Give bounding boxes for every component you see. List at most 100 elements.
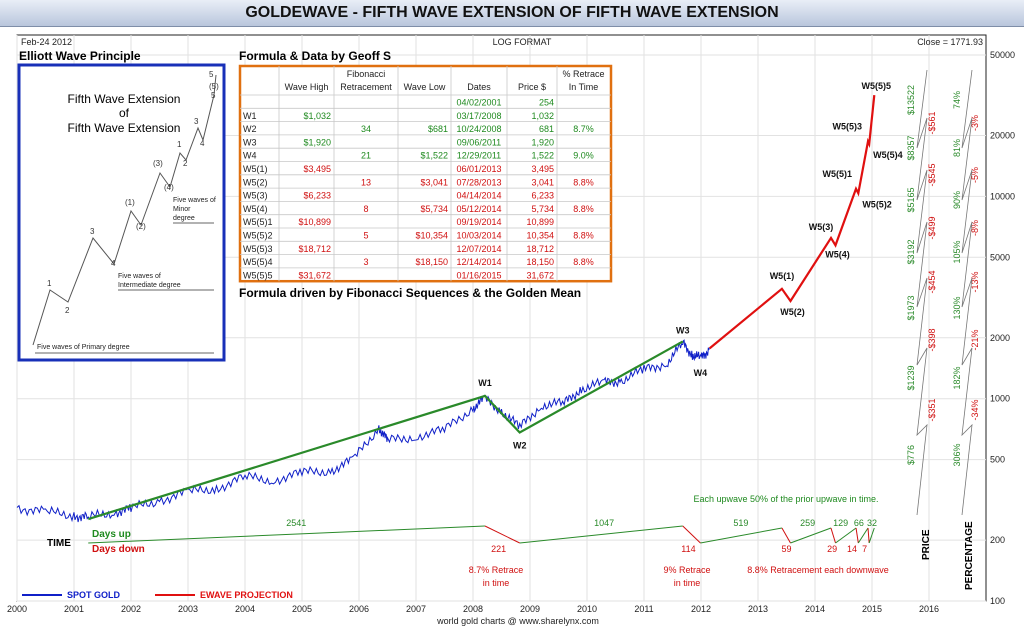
table-cell: 8.8%: [573, 257, 594, 267]
table-cell: $5,734: [420, 204, 448, 214]
percentage-down-value: -8%: [970, 220, 980, 236]
days-up-segment: [700, 527, 783, 544]
price-up-value: $13522: [906, 85, 916, 115]
days-down-segment: [484, 525, 520, 544]
retrace-w2-line1: 8.7% Retrace: [469, 565, 524, 575]
wave-label: W3: [676, 325, 690, 335]
x-tick-label: 2008: [463, 604, 483, 614]
inset-heading: Elliott Wave Principle: [19, 49, 141, 63]
table-cell: 18,712: [526, 244, 554, 254]
days-up-value: 129: [833, 518, 848, 528]
ewave-projection-line: [708, 94, 876, 350]
legend: SPOT GOLD EWAVE PROJECTION: [22, 590, 293, 600]
table-cell: 254: [539, 98, 554, 108]
table-cell: 6,233: [531, 191, 554, 201]
price-up-value: $5165: [906, 187, 916, 212]
y-tick-label: 10000: [990, 191, 1015, 201]
table-header: In Time: [569, 82, 599, 92]
inset-label-m1: 1: [177, 140, 182, 149]
table-cell: $1,920: [303, 137, 331, 147]
wave-label: W5(3): [809, 222, 834, 232]
table-cell: W5(4): [243, 204, 268, 214]
table-cell: 04/02/2001: [456, 98, 501, 108]
inset-label-m5: 5: [211, 91, 216, 100]
wave-label: W5(2): [780, 307, 805, 317]
table-cell: W5(5)5: [243, 270, 273, 280]
x-tick-label: 2005: [292, 604, 312, 614]
days-up-segment: [519, 525, 683, 544]
y-tick-label: 200: [990, 535, 1005, 545]
table-cell: 3,495: [531, 164, 554, 174]
y-tick-label: 20000: [990, 131, 1015, 141]
footer-credit: world gold charts @ www.sharelynx.com: [436, 616, 599, 626]
days-down-segment: [781, 527, 791, 544]
inset-title-3: Fifth Wave Extension: [68, 121, 181, 135]
x-tick-label: 2014: [805, 604, 825, 614]
percentage-down-value: -5%: [970, 167, 980, 183]
days-down-value: 7: [862, 544, 867, 554]
close-value: Close = 1771.93: [917, 37, 983, 47]
table-cell: 1,032: [531, 111, 554, 121]
days-down-value: 59: [781, 544, 791, 554]
x-tick-label: 2000: [7, 604, 27, 614]
x-tick-label: 2006: [349, 604, 369, 614]
x-tick-label: 2007: [406, 604, 426, 614]
table-cell: $18,150: [415, 257, 448, 267]
x-tick-label: 2001: [64, 604, 84, 614]
table-footer: Formula driven by Fibonacci Sequences & …: [239, 286, 581, 300]
table-border: [238, 64, 613, 283]
wave-label: W5(5)4: [873, 150, 903, 160]
table-cell: W1: [243, 111, 257, 121]
percentage-up-value: 130%: [952, 296, 962, 319]
inset-label-m2: 2: [183, 159, 188, 168]
table-cell: 09/06/2011: [457, 137, 501, 147]
percentage-column-label: PERCENTAGE: [964, 521, 975, 590]
inset-label-p5: 5: [209, 70, 214, 79]
inset-label-i4: (4): [164, 183, 174, 192]
table-cell: 12/07/2014: [456, 244, 501, 254]
table-cell: 10/24/2008: [456, 124, 501, 134]
inset-minor-note-3: degree: [173, 215, 195, 222]
inset-label-m3: 3: [194, 117, 199, 126]
table-heading: Formula & Data by Geoff S: [239, 49, 391, 63]
days-up-segment: [835, 527, 857, 544]
x-tick-label: 2010: [577, 604, 597, 614]
wave-trend-line: [87, 340, 684, 521]
days-down-segment: [867, 527, 870, 544]
table-cell: 07/28/2013: [456, 177, 501, 187]
table-cell: 3: [363, 257, 368, 267]
inset-minor-note-1: Five waves of: [173, 197, 216, 204]
table-cell: 9.0%: [573, 151, 594, 161]
table-cell: W2: [243, 124, 257, 134]
table-cell: 10,354: [526, 231, 554, 241]
wave-labels: W1 W2 W3 W4 W5(1) W5(2) W5(3) W5(4) W5(5)1 W5(5)2…: [478, 81, 902, 450]
table-cell: $10,899: [298, 217, 331, 227]
days-up-label: Days up: [92, 529, 131, 540]
series-layer: [16, 94, 876, 523]
table-cell: $1,522: [420, 151, 448, 161]
days-down-label: Days down: [92, 544, 145, 555]
table-cell: 5,734: [531, 204, 554, 214]
inset-label-m4: 4: [200, 139, 205, 148]
percentage-down-value: -13%: [970, 271, 980, 292]
table-cell: 10/03/2014: [456, 231, 501, 241]
table-cell: 8.8%: [573, 204, 594, 214]
x-tick-label: 2003: [178, 604, 198, 614]
table-cell: W5(5)1: [243, 217, 273, 227]
log-format-label: LOG FORMAT: [493, 37, 552, 47]
inset-label-p3: 3: [90, 227, 95, 236]
inset-primary-note: Five waves of Primary degree: [37, 344, 130, 351]
inset-label-p4: 4: [111, 259, 116, 268]
x-tick-label: 2009: [520, 604, 540, 614]
table-cell: $3,041: [420, 177, 448, 187]
inset-title-2: of: [119, 106, 130, 120]
percentage-up-value: 90%: [952, 191, 962, 209]
table-cell: 34: [361, 124, 371, 134]
table-header: Fibonacci: [347, 69, 386, 79]
table-cell: 1,920: [531, 137, 554, 147]
time-label: TIME: [47, 538, 71, 549]
inset-intermediate-note-2: Intermediate degree: [118, 282, 181, 289]
percentage-up-value: 74%: [952, 91, 962, 109]
table-cell: 8: [363, 204, 368, 214]
table-cell: $1,032: [303, 111, 331, 121]
